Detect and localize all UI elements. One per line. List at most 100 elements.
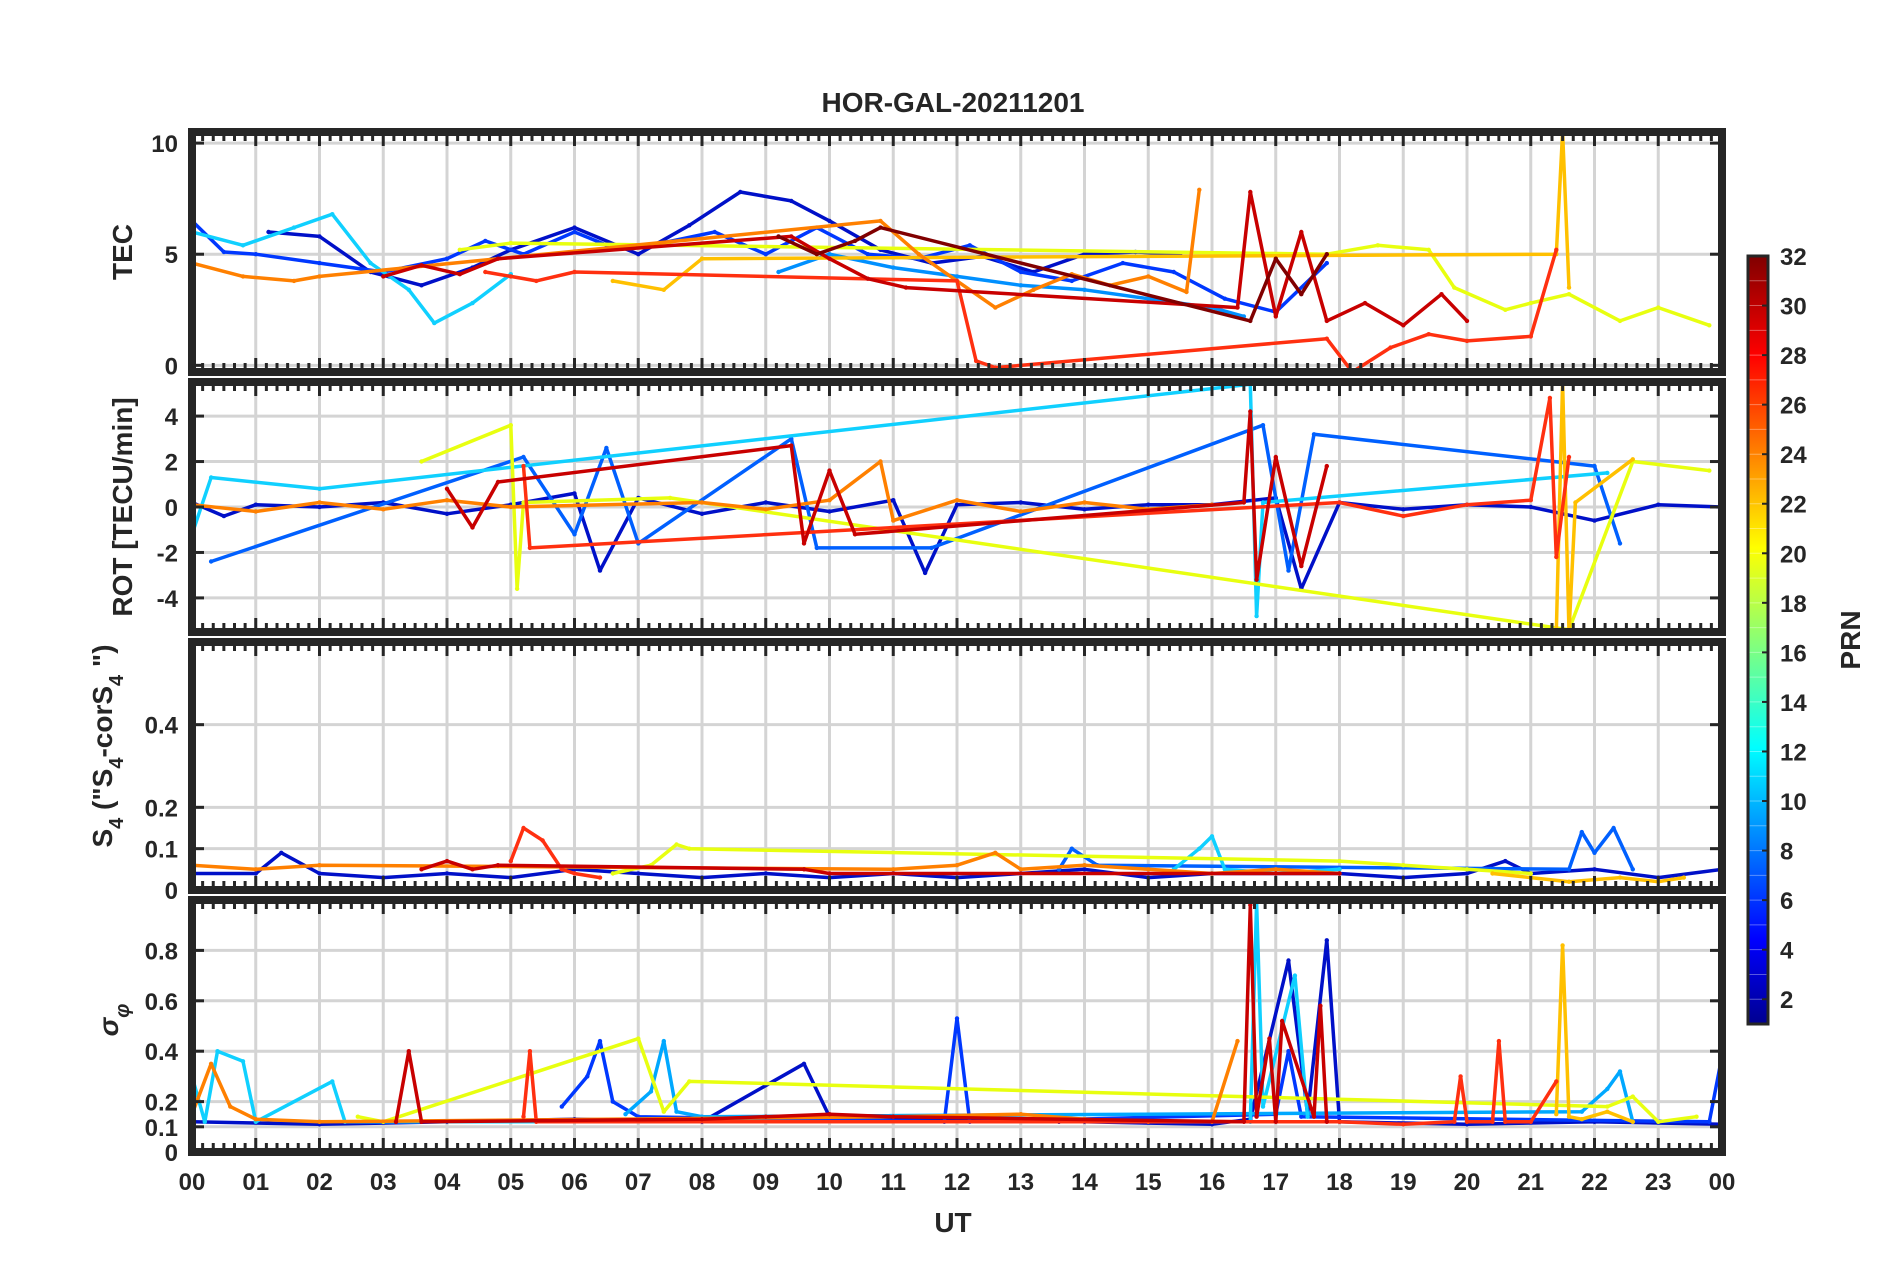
data-point-prn-24 [993,305,998,310]
data-point-prn-2 [1082,507,1087,512]
data-point-prn-2 [789,198,794,204]
x-tick-label: 23 [1645,1169,1672,1196]
x-tick-label: 11 [881,1169,906,1196]
data-point-prn-2 [763,500,768,505]
data-point-prn-2 [954,502,960,507]
data-point-prn-12 [1292,973,1298,978]
y-label-subscript: 4 [106,757,128,769]
data-point-prn-20 [419,459,424,464]
data-point-prn-30 [444,486,450,491]
data-point-prn-30 [699,1117,705,1122]
data-point-prn-6 [604,445,609,451]
data-point-prn-30 [1267,1036,1272,1041]
colorbar-tick-label: 4 [1780,938,1794,965]
data-point-prn-12 [240,1059,246,1064]
data-point-prn-30 [1299,563,1304,569]
data-point-prn-30 [470,525,475,530]
data-point-prn-4 [559,1104,564,1109]
data-point-prn-30 [1279,1018,1285,1024]
data-point-prn-2 [1146,502,1151,507]
data-point-prn-2 [1656,502,1661,507]
data-point-prn-30 [1439,292,1444,297]
data-point-prn-4 [610,1099,615,1104]
panel-frame [188,128,1726,376]
x-tick-label: 01 [242,1169,269,1196]
data-point-prn-4 [317,260,322,266]
data-point-prn-24 [1273,867,1279,872]
x-tick-label: 20 [1454,1169,1481,1196]
x-tick-label: 19 [1390,1169,1417,1196]
data-point-prn-12 [1197,846,1202,851]
colorbar-tick-label: 22 [1780,492,1807,519]
series-prn-27 [509,826,601,880]
y-tick-label: 0 [165,353,178,380]
data-point-prn-24 [508,504,513,510]
data-point-prn-30 [1324,318,1330,324]
data-point-prn-22 [699,256,705,261]
data-point-prn-12 [432,320,437,326]
data-point-prn-20 [1605,1104,1610,1109]
y-tick-label: 0.4 [145,1039,179,1066]
series-prn-20 [420,423,1710,632]
data-point-prn-12 [291,225,297,230]
data-point-prn-4 [221,249,227,255]
data-point-prn-4 [1120,260,1126,266]
data-point-prn-24 [1018,509,1023,514]
data-point-prn-12 [215,1049,220,1054]
data-point-prn-27 [521,463,526,469]
data-point-prn-20 [636,1036,641,1041]
y-label-subscript: 4 [106,817,128,829]
colorbar-label: PRN [1835,610,1866,669]
data-point-prn-30 [495,863,501,868]
data-point-prn-27 [527,545,533,551]
data-point-prn-20 [1528,871,1534,876]
x-tick-label: 05 [497,1169,524,1196]
data-point-prn-12 [470,300,475,306]
data-point-prn-20 [1617,318,1623,324]
data-point-prn-10 [648,1089,654,1094]
data-point-prn-24 [228,1104,233,1109]
data-point-prn-12 [1305,1114,1310,1119]
panel-frame [188,638,1726,894]
data-point-prn-2 [801,1061,807,1067]
data-point-prn-30 [495,479,501,485]
data-point-prn-22 [1573,500,1578,505]
data-point-prn-2 [1082,867,1087,872]
series-group [192,900,1722,1127]
data-point-prn-27 [1452,1119,1457,1125]
data-point-prn-4 [763,252,768,257]
data-point-prn-24 [1146,274,1151,279]
y-axis-label: ROT [TECU/min] [107,397,138,616]
data-point-prn-30 [1248,409,1253,414]
chart-title: HOR-GAL-20211201 [821,87,1084,118]
data-point-prn-24 [317,1119,322,1125]
data-point-prn-20 [355,1114,360,1119]
data-point-prn-30 [789,443,794,448]
data-point-prn-24 [240,274,246,279]
data-point-prn-2 [572,225,577,230]
data-point-prn-20 [1464,867,1470,872]
data-point-prn-30 [1241,500,1247,505]
data-point-prn-30 [393,1119,399,1125]
y-tick-label: 4 [165,404,179,431]
data-point-prn-2 [699,511,705,516]
data-point-prn-24 [253,509,258,514]
data-point-prn-6 [929,545,934,551]
data-point-prn-2 [1324,938,1330,943]
data-point-prn-20 [667,495,673,501]
data-point-prn-10 [674,1109,679,1114]
data-point-prn-4 [585,1074,590,1079]
y-tick-label: 0.1 [145,837,178,864]
x-tick-label: 16 [1199,1169,1226,1196]
data-point-prn-27 [954,278,960,284]
x-tick-label: 07 [625,1169,652,1196]
data-point-prn-24 [954,863,960,868]
data-point-prn-24 [291,278,297,284]
data-point-prn-20 [1566,292,1572,297]
data-point-prn-10 [1605,1086,1610,1092]
colorbar-tick-label: 8 [1780,839,1793,866]
colorbar-tick-label: 24 [1780,442,1807,469]
y-label-part: S [87,829,118,848]
data-point-prn-30 [801,867,807,872]
